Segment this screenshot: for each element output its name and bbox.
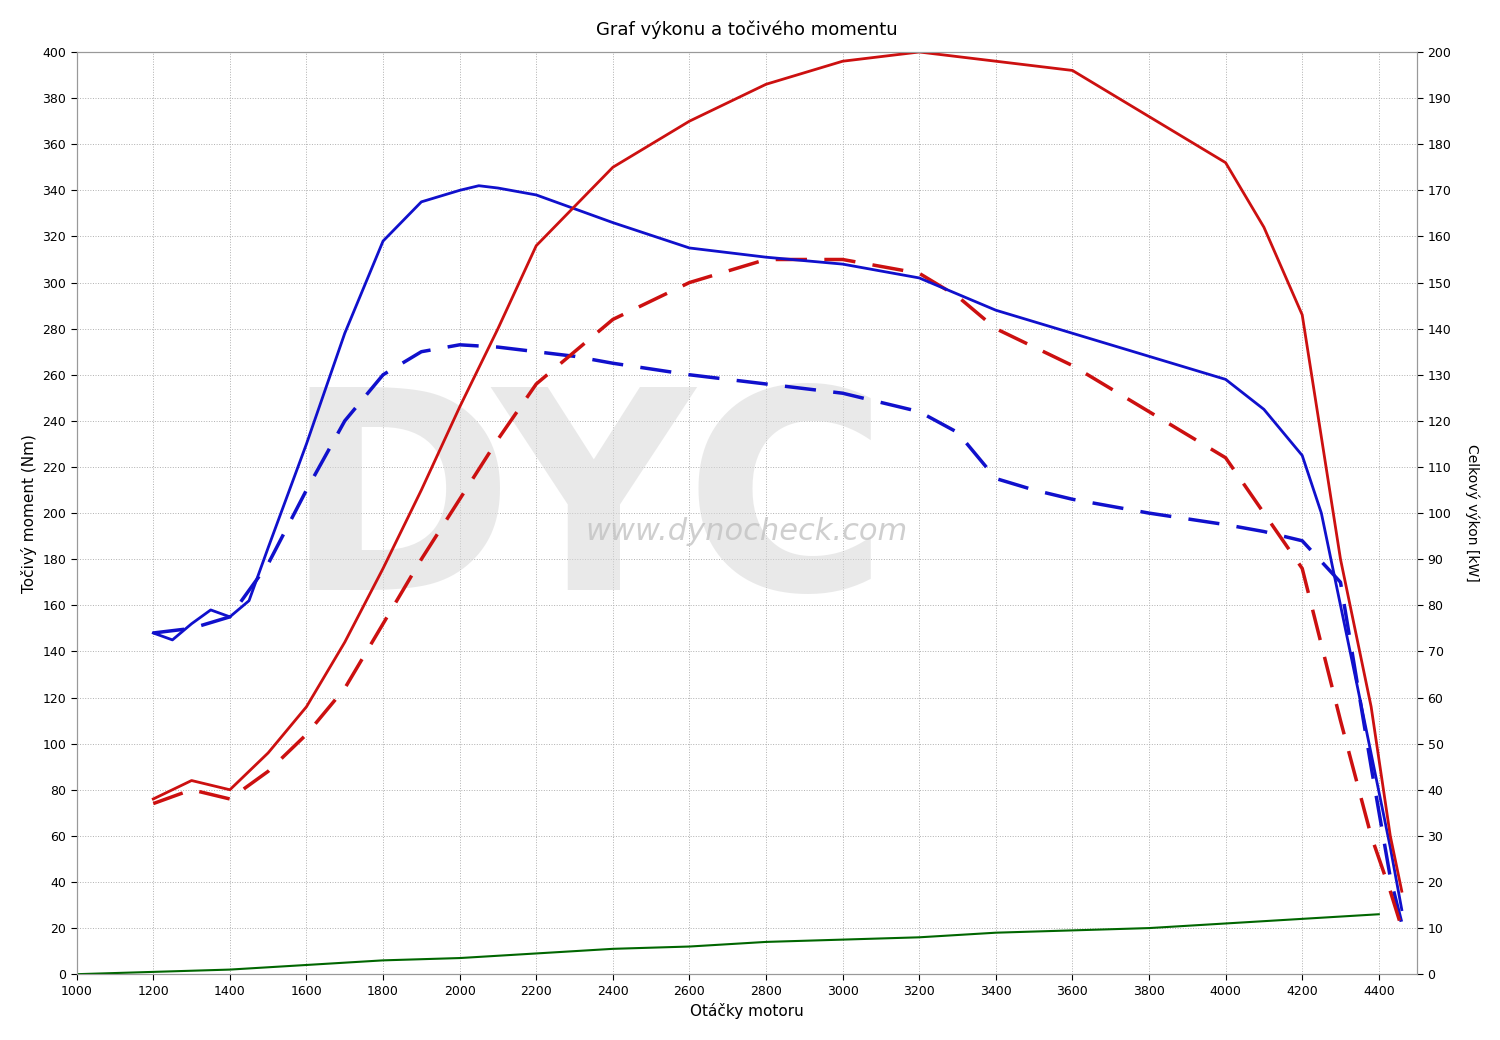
Y-axis label: Točivý moment (Nm): Točivý moment (Nm): [21, 434, 38, 593]
X-axis label: Otáčky motoru: Otáčky motoru: [690, 1004, 804, 1019]
Text: DYC: DYC: [284, 379, 890, 648]
Title: Graf výkonu a točivého momentu: Graf výkonu a točivého momentu: [596, 21, 897, 40]
Text: www.dynocheck.com: www.dynocheck.com: [586, 517, 908, 546]
Y-axis label: Celkový výkon [kW]: Celkový výkon [kW]: [1464, 444, 1479, 582]
